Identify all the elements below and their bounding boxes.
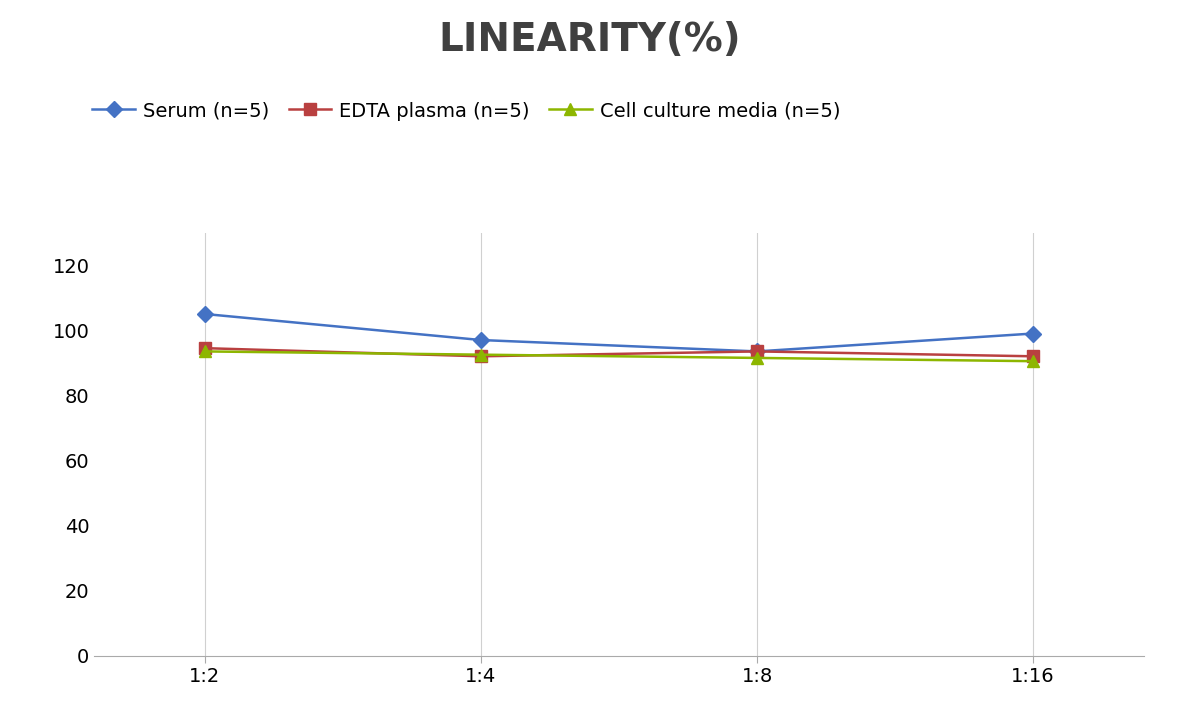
Line: Serum (n=5): Serum (n=5) [199, 309, 1039, 357]
Cell culture media (n=5) [1026, 357, 1040, 365]
Cell culture media (n=5) [198, 347, 212, 355]
Legend: Serum (n=5), EDTA plasma (n=5), Cell culture media (n=5): Serum (n=5), EDTA plasma (n=5), Cell cul… [92, 102, 841, 121]
Cell culture media (n=5) [750, 354, 764, 362]
Serum (n=5) [1026, 329, 1040, 338]
Line: EDTA plasma (n=5): EDTA plasma (n=5) [199, 343, 1039, 362]
Serum (n=5) [474, 336, 488, 344]
EDTA plasma (n=5) [1026, 352, 1040, 360]
EDTA plasma (n=5) [198, 344, 212, 352]
EDTA plasma (n=5) [750, 347, 764, 355]
Cell culture media (n=5) [474, 350, 488, 359]
EDTA plasma (n=5) [474, 352, 488, 360]
Line: Cell culture media (n=5): Cell culture media (n=5) [199, 346, 1039, 367]
Serum (n=5) [750, 347, 764, 355]
Serum (n=5) [198, 309, 212, 318]
Text: LINEARITY(%): LINEARITY(%) [439, 21, 740, 59]
